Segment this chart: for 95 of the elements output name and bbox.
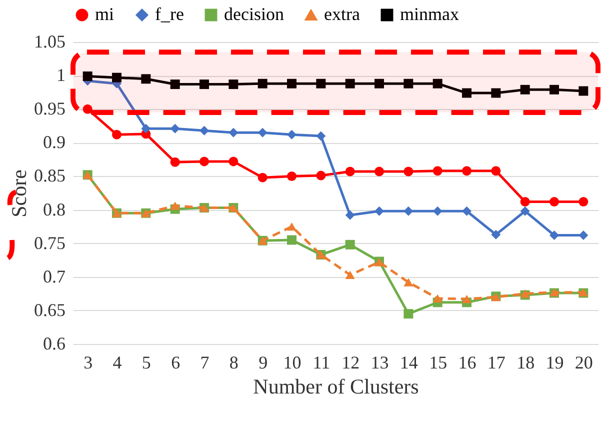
point xyxy=(520,206,530,216)
x-tick-label: 19 xyxy=(546,352,564,372)
point xyxy=(432,166,442,176)
x-tick-label: 18 xyxy=(516,352,535,372)
point xyxy=(550,196,559,206)
point xyxy=(200,126,209,136)
point xyxy=(491,230,501,240)
legend-label: decision xyxy=(224,4,284,24)
point xyxy=(258,128,268,138)
point xyxy=(520,196,530,206)
point xyxy=(200,156,209,166)
x-tick-label: 16 xyxy=(458,352,476,372)
y-tick-label: 0.85 xyxy=(34,166,66,186)
point xyxy=(374,166,384,176)
point xyxy=(578,196,588,206)
point xyxy=(462,166,472,176)
x-tick-label: 9 xyxy=(258,352,268,372)
point xyxy=(374,206,384,216)
y-tick-label: 0.8 xyxy=(43,199,66,220)
point xyxy=(462,294,472,304)
x-tick-label: 20 xyxy=(574,352,593,372)
point xyxy=(578,86,588,96)
y-axis-title: Score xyxy=(7,170,31,218)
point xyxy=(228,80,238,90)
point xyxy=(82,71,92,81)
y-tick-label: 0.75 xyxy=(34,232,66,253)
legend-label: extra xyxy=(324,4,360,24)
point xyxy=(550,230,559,240)
y-tick-label: 0.95 xyxy=(34,98,66,119)
point xyxy=(112,72,122,82)
x-tick-label: 8 xyxy=(229,352,238,372)
point xyxy=(404,206,414,216)
point xyxy=(462,206,472,216)
y-tick-label: 0.9 xyxy=(43,132,66,152)
point xyxy=(258,172,268,182)
point xyxy=(287,78,296,88)
point xyxy=(432,294,442,302)
point xyxy=(345,78,355,88)
point xyxy=(258,78,268,88)
x-tick-label: 14 xyxy=(400,352,418,372)
x-tick-label: 6 xyxy=(171,352,180,372)
legend-label: mi xyxy=(95,4,114,24)
point xyxy=(345,270,355,279)
point xyxy=(345,240,355,250)
point xyxy=(404,166,414,176)
point xyxy=(170,80,180,90)
point xyxy=(287,130,296,140)
point xyxy=(287,171,296,181)
y-tick-label: 0.6 xyxy=(43,334,66,354)
point xyxy=(432,78,442,88)
x-tick-label: 17 xyxy=(487,352,506,372)
x-tick-label: 10 xyxy=(283,352,302,372)
point xyxy=(520,84,530,94)
point xyxy=(316,131,326,141)
point xyxy=(404,78,414,88)
point xyxy=(404,278,414,286)
point xyxy=(228,156,238,166)
point xyxy=(462,88,472,98)
point xyxy=(170,202,180,210)
x-tick-label: 5 xyxy=(142,352,151,372)
point xyxy=(345,166,355,176)
y-tick-label: 1 xyxy=(56,65,66,86)
point xyxy=(316,78,326,88)
y-tick-label: 1.05 xyxy=(34,32,66,52)
point xyxy=(228,128,238,138)
point xyxy=(404,309,414,319)
x-tick-label: 12 xyxy=(342,352,360,372)
x-tick-label: 3 xyxy=(84,352,93,372)
point xyxy=(578,230,588,240)
legend-label: minmax xyxy=(400,4,459,24)
point xyxy=(170,157,180,167)
point xyxy=(287,235,296,245)
point xyxy=(345,210,355,220)
point xyxy=(316,170,326,180)
x-axis-title: Number of Clusters xyxy=(253,374,419,398)
x-tick-label: 11 xyxy=(312,352,330,372)
y-tick-label: 0.65 xyxy=(34,300,66,320)
x-tick-label: 4 xyxy=(112,352,122,372)
point xyxy=(170,124,180,134)
x-tick-label: 7 xyxy=(200,352,210,372)
point xyxy=(432,206,442,216)
point xyxy=(112,130,122,140)
point xyxy=(550,84,559,94)
point xyxy=(141,124,151,134)
legend-label: f_re xyxy=(155,4,184,24)
point xyxy=(491,88,501,98)
point xyxy=(287,222,296,231)
x-tick-label: 13 xyxy=(370,352,389,372)
point xyxy=(141,74,151,84)
y-tick-label: 0.7 xyxy=(43,266,66,286)
x-tick-label: 15 xyxy=(429,352,448,372)
point xyxy=(491,166,501,176)
point xyxy=(200,80,209,90)
point xyxy=(82,104,92,114)
point xyxy=(374,78,384,88)
